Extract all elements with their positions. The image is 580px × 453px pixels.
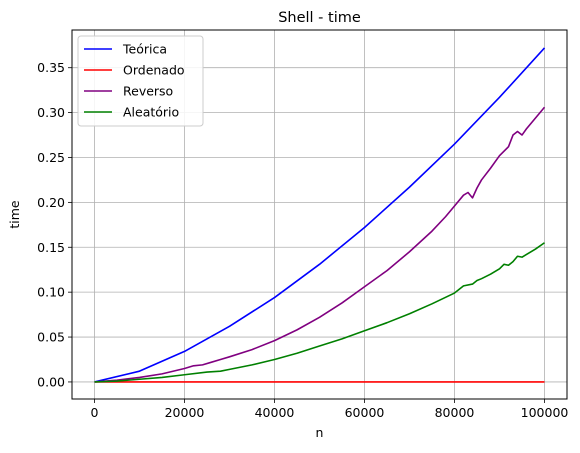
x-tick-label: 80000 bbox=[435, 405, 475, 420]
legend-box bbox=[77, 35, 204, 127]
legend-label-aleatorio: Aleatório bbox=[123, 105, 179, 120]
x-tick-label: 100000 bbox=[521, 405, 569, 420]
series-layer bbox=[94, 47, 546, 383]
y-tick-label: 0.25 bbox=[37, 150, 65, 165]
legend-label-ordenado: Ordenado bbox=[123, 63, 185, 78]
legend-label-reverso: Reverso bbox=[123, 84, 173, 99]
x-tick-label: 40000 bbox=[255, 405, 295, 420]
x-axis-label: n bbox=[316, 425, 324, 440]
x-tick-label: 60000 bbox=[345, 405, 385, 420]
x-tick-label: 0 bbox=[91, 405, 99, 420]
legend: Teórica Ordenado Reverso Aleatório bbox=[77, 35, 204, 127]
series-line-aleatorio bbox=[94, 242, 545, 383]
grid bbox=[72, 30, 567, 399]
x-tick-label: 20000 bbox=[165, 405, 205, 420]
chart-title: Shell - time bbox=[278, 10, 361, 26]
legend-label-teorica: Teórica bbox=[122, 42, 167, 57]
series-line-teorica bbox=[94, 47, 546, 383]
series-line-reverso bbox=[94, 106, 546, 383]
y-tick-label: 0.35 bbox=[37, 60, 65, 75]
y-axis-label: time bbox=[7, 200, 22, 229]
y-tick-label: 0.20 bbox=[37, 195, 65, 210]
y-tick-label: 0.30 bbox=[37, 105, 65, 120]
y-tick-label: 0.00 bbox=[37, 374, 65, 389]
y-tick-label: 0.10 bbox=[37, 285, 65, 300]
ticks: 0 20000 40000 60000 80000 100000 0.00 0.05 0.10 0… bbox=[37, 60, 568, 420]
y-tick-label: 0.05 bbox=[37, 330, 65, 345]
y-tick-label: 0.15 bbox=[37, 240, 65, 255]
plot-frame bbox=[71, 29, 568, 400]
